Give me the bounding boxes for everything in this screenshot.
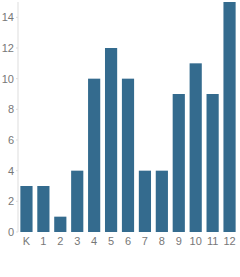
y-tick [16,170,18,171]
y-tick [16,109,18,110]
y-tick [16,17,18,18]
bar [173,94,185,232]
bar [207,94,219,232]
y-tick-label: 12 [2,42,14,54]
y-tick-label: 6 [8,134,14,146]
y-tick-label: 2 [8,195,14,207]
x-tick-label: 4 [91,235,97,247]
bars [20,2,235,232]
x-tick-label: 12 [223,235,235,247]
x-tick-label: 10 [190,235,202,247]
bar [139,171,151,232]
y-tick [16,48,18,49]
bar [54,217,66,232]
bar [223,2,235,232]
y-tick-label: 14 [2,11,14,23]
y-tick-label: 8 [8,103,14,115]
y-tick [16,78,18,79]
y-tick-label: 4 [8,165,14,177]
bar [71,171,83,232]
bar [156,171,168,232]
x-tick-label: 3 [74,235,80,247]
y-tick-label: 10 [2,73,14,85]
chart: 02468101214K123456789101112 [0,0,240,277]
bar [122,79,134,232]
bar [190,63,202,232]
x-tick-label: K [23,235,31,247]
y-tick [16,140,18,141]
bar [37,186,49,232]
x-tick-label: 11 [207,235,218,247]
x-tick-label: 1 [40,235,46,247]
bar [88,79,100,232]
y-tick-label: 0 [8,226,14,238]
x-tick-label: 2 [57,235,63,247]
x-tick-label: 9 [176,235,182,247]
x-tick-label: 5 [108,235,114,247]
bar [105,48,117,232]
y-axis-line [18,2,19,232]
bar [20,186,32,232]
x-tick-label: 8 [159,235,165,247]
x-tick-label: 7 [142,235,148,247]
y-tick [16,232,18,233]
x-tick-label: 6 [125,235,131,247]
y-tick [16,201,18,202]
